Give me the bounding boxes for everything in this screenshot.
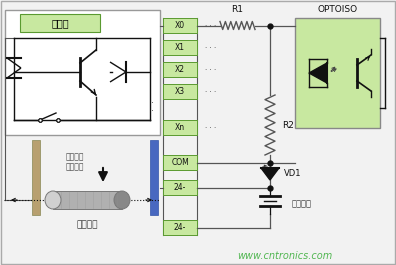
- Bar: [163, 180, 197, 195]
- Text: VD1: VD1: [284, 169, 301, 178]
- Polygon shape: [309, 63, 327, 83]
- Bar: [163, 62, 197, 77]
- Polygon shape: [261, 168, 279, 180]
- Text: ·
·: · ·: [152, 98, 154, 116]
- Text: 主電路: 主電路: [51, 18, 69, 28]
- Bar: [5, 10, 160, 135]
- Bar: [53, 191, 122, 209]
- Text: 24-: 24-: [174, 223, 186, 232]
- Text: www.cntronics.com: www.cntronics.com: [237, 251, 333, 261]
- Bar: [295, 18, 380, 128]
- Polygon shape: [7, 68, 21, 78]
- Bar: [163, 40, 197, 55]
- Bar: [163, 120, 197, 135]
- Text: X0: X0: [175, 21, 185, 30]
- Text: R2: R2: [282, 121, 294, 130]
- Text: Xn: Xn: [175, 123, 185, 132]
- Bar: [163, 220, 197, 235]
- Bar: [163, 84, 197, 99]
- Text: 24-: 24-: [174, 183, 186, 192]
- Text: COM: COM: [171, 158, 189, 167]
- Ellipse shape: [114, 191, 130, 209]
- Bar: [32, 140, 40, 215]
- Bar: [163, 18, 197, 33]
- Text: X2: X2: [175, 65, 185, 74]
- Bar: [163, 155, 197, 170]
- Text: · · ·: · · ·: [205, 89, 216, 95]
- Text: X3: X3: [175, 87, 185, 96]
- Bar: [20, 14, 100, 32]
- Text: · · ·: · · ·: [205, 125, 216, 130]
- Text: R1: R1: [232, 6, 244, 15]
- Text: X1: X1: [175, 43, 185, 52]
- Polygon shape: [110, 62, 126, 72]
- Text: OPTOISO: OPTOISO: [318, 6, 358, 15]
- Polygon shape: [7, 58, 21, 68]
- Text: · · ·: · · ·: [205, 45, 216, 51]
- Text: 直流兩線
接近開關: 直流兩線 接近開關: [66, 152, 84, 172]
- Bar: [150, 140, 158, 215]
- Text: 內置電源: 內置電源: [292, 199, 312, 208]
- Polygon shape: [110, 72, 126, 82]
- Text: 外置電源: 外置電源: [76, 220, 98, 229]
- Text: · · ·: · · ·: [205, 23, 216, 29]
- Text: · · ·: · · ·: [205, 67, 216, 73]
- Ellipse shape: [45, 191, 61, 209]
